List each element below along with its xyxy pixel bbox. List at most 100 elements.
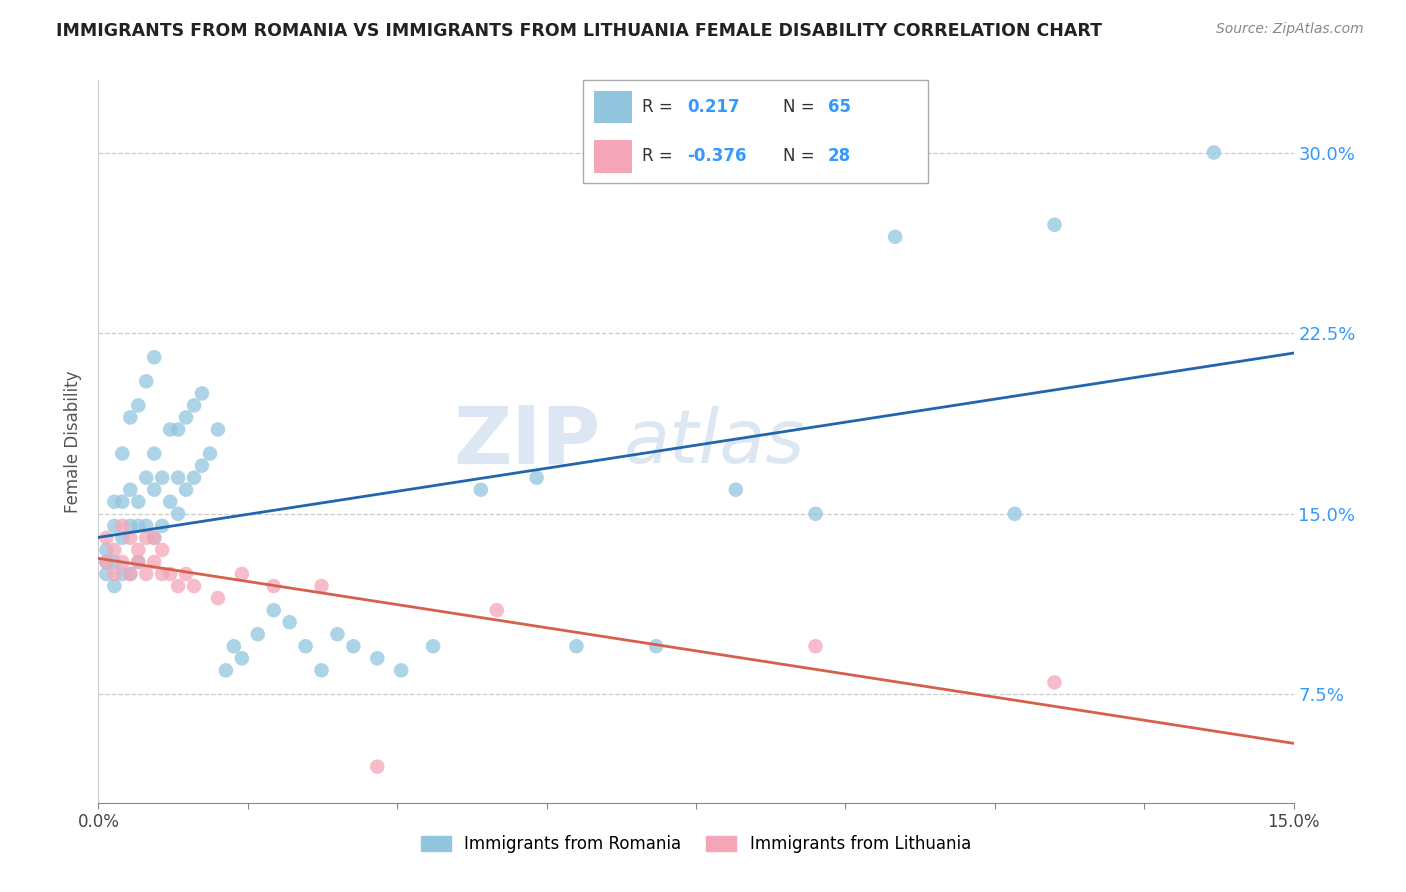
Point (103, 567, 125, 582)
FancyBboxPatch shape (593, 91, 631, 123)
Point (103, 579, 125, 593)
Legend: Immigrants from Romania, Immigrants from Lithuania: Immigrants from Romania, Immigrants from… (415, 828, 977, 860)
Point (167, 579, 190, 593)
Point (96, 567, 118, 582)
Point (111, 519, 134, 533)
Point (326, 627, 349, 641)
Point (150, 542, 173, 557)
Point (207, 591, 229, 606)
Y-axis label: Female Disability: Female Disability (65, 370, 83, 513)
Point (278, 615, 301, 630)
Point (311, 664, 333, 678)
Point (231, 567, 253, 582)
Text: R =: R = (643, 147, 678, 165)
Point (342, 639, 364, 653)
Point (884, 229, 907, 244)
Point (263, 603, 285, 617)
Point (207, 423, 229, 437)
Text: 65: 65 (828, 98, 851, 116)
Text: 0.217: 0.217 (688, 98, 740, 116)
Text: 28: 28 (828, 147, 851, 165)
Point (422, 639, 444, 653)
Point (183, 471, 205, 485)
Point (174, 410, 197, 425)
Text: ZIP: ZIP (453, 402, 600, 481)
Point (246, 627, 269, 641)
Point (96, 555, 118, 569)
Point (198, 447, 221, 461)
Point (111, 531, 134, 545)
Point (485, 603, 508, 617)
Point (366, 651, 388, 665)
Point (120, 519, 142, 533)
Point (263, 579, 285, 593)
Point (159, 494, 181, 508)
Point (150, 519, 173, 533)
Point (167, 423, 190, 437)
Point (389, 664, 412, 678)
Text: atlas: atlas (624, 406, 806, 477)
Point (167, 471, 190, 485)
Point (294, 639, 316, 653)
Point (191, 458, 214, 473)
Point (127, 555, 149, 569)
Point (174, 483, 197, 497)
Point (183, 398, 205, 412)
Point (143, 350, 166, 364)
Point (804, 507, 827, 521)
Point (120, 410, 142, 425)
Point (111, 447, 134, 461)
Point (167, 507, 190, 521)
Point (150, 567, 173, 582)
Point (135, 567, 157, 582)
Point (1202, 145, 1225, 160)
Point (127, 398, 149, 412)
Point (143, 483, 166, 497)
Point (605, 158, 627, 172)
Point (127, 519, 149, 533)
Point (143, 531, 166, 545)
Point (143, 531, 166, 545)
Point (135, 375, 157, 389)
Point (103, 494, 125, 508)
Point (103, 555, 125, 569)
Text: IMMIGRANTS FROM ROMANIA VS IMMIGRANTS FROM LITHUANIA FEMALE DISABILITY CORRELATI: IMMIGRANTS FROM ROMANIA VS IMMIGRANTS FR… (56, 22, 1102, 40)
Point (135, 519, 157, 533)
FancyBboxPatch shape (593, 140, 631, 173)
Point (111, 494, 134, 508)
Text: N =: N = (783, 98, 820, 116)
Point (127, 542, 149, 557)
Point (645, 639, 668, 653)
Point (191, 386, 214, 401)
Point (724, 483, 747, 497)
Point (565, 639, 588, 653)
Point (103, 542, 125, 557)
Point (96, 531, 118, 545)
Point (1043, 218, 1066, 232)
Point (111, 567, 134, 582)
Point (143, 447, 166, 461)
Point (804, 639, 827, 653)
Point (120, 567, 142, 582)
Text: R =: R = (643, 98, 678, 116)
Point (103, 519, 125, 533)
Point (135, 531, 157, 545)
Point (1004, 507, 1026, 521)
Point (366, 760, 388, 774)
Point (120, 531, 142, 545)
Point (183, 579, 205, 593)
Point (150, 471, 173, 485)
Point (222, 639, 245, 653)
Point (159, 567, 181, 582)
Point (1043, 675, 1066, 690)
Point (96, 555, 118, 569)
Point (127, 494, 149, 508)
Text: N =: N = (783, 147, 820, 165)
Point (96, 542, 118, 557)
Point (120, 483, 142, 497)
Point (470, 483, 492, 497)
Text: Source: ZipAtlas.com: Source: ZipAtlas.com (1216, 22, 1364, 37)
Point (135, 471, 157, 485)
Point (174, 567, 197, 582)
Point (231, 651, 253, 665)
